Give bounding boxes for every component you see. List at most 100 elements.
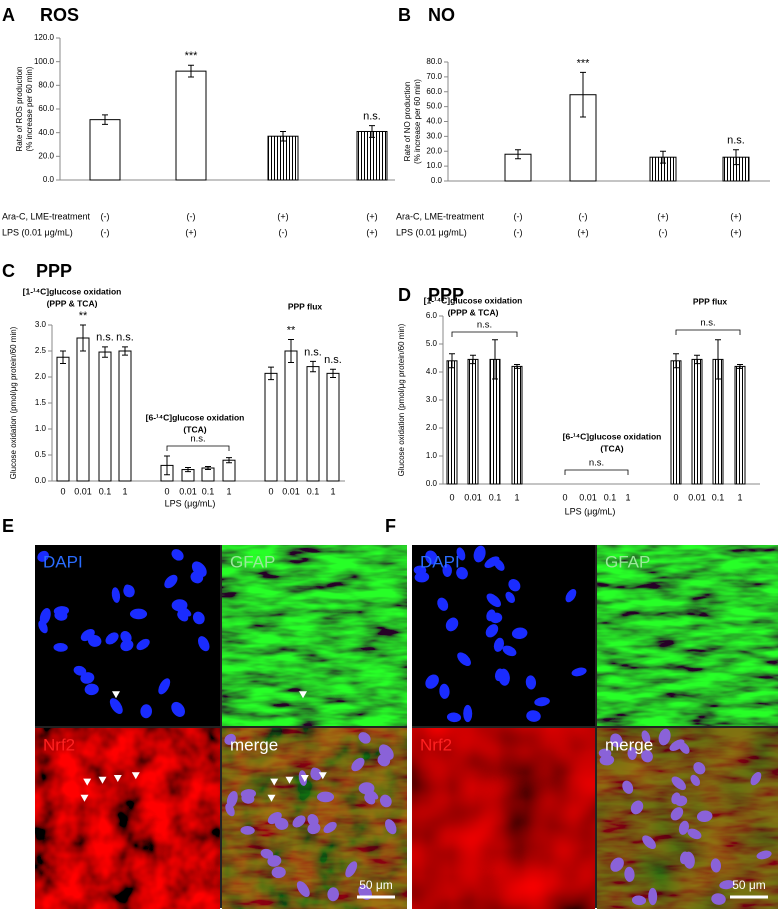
arrowhead (300, 775, 309, 782)
row-value: (+) (185, 227, 196, 237)
error-bar (226, 457, 232, 464)
group-label: [6-¹⁴C]glucose oxidation (146, 412, 245, 422)
x-tick-label: 1 (625, 492, 630, 502)
significance-label: n.s. (324, 354, 342, 366)
nucleus (171, 549, 184, 561)
y-tick-label: 20.0 (426, 146, 442, 155)
nucleus (534, 697, 550, 707)
row-value: (-) (279, 227, 288, 237)
error-bar (60, 350, 66, 364)
y-tick-label: 2.5 (35, 346, 47, 355)
arrowhead (113, 775, 122, 782)
x-axis-label: LPS (μg/mL) (565, 506, 616, 516)
x-tick-label: 1 (226, 486, 231, 496)
nucleus (671, 776, 686, 791)
bracket (166, 445, 230, 451)
arrowhead (80, 794, 89, 802)
nucleus (630, 800, 644, 815)
y-tick-label: 120.0 (34, 33, 55, 42)
error-bar (185, 466, 191, 473)
nucleus (379, 794, 392, 808)
nucleus (241, 793, 255, 804)
row-value: (-) (101, 227, 110, 237)
nucleus (456, 566, 468, 580)
arrowhead (270, 778, 279, 786)
significance-label: *** (577, 57, 591, 69)
channel-label: Nrf2 (420, 735, 452, 754)
error-bar (515, 149, 521, 160)
y-tick-label: 3.0 (426, 395, 438, 404)
nucleus (267, 855, 282, 867)
nucleus (658, 728, 671, 746)
nucleus (84, 683, 99, 696)
group-label: (PPP & TCA) (448, 307, 499, 317)
significance-label: n.s. (363, 110, 381, 122)
nucleus (446, 712, 462, 723)
nucleus (571, 667, 587, 677)
nucleus (610, 857, 624, 872)
arrowhead (112, 691, 120, 699)
nucleus (502, 645, 517, 657)
error-bar (369, 125, 375, 138)
nucleus (750, 771, 762, 786)
nucleus (414, 571, 430, 583)
channel-label: DAPI (43, 552, 83, 571)
row-label: LPS (0.01 μg/mL) (396, 227, 467, 237)
x-tick-label: 0 (60, 486, 65, 496)
y-tick-label: 0.0 (35, 476, 47, 485)
row-value: (+) (366, 211, 377, 221)
nucleus (105, 632, 119, 645)
error-bar (80, 324, 86, 352)
y-tick-label: 70.0 (426, 72, 442, 81)
group-label: [1-¹⁴C]glucose oxidation (424, 295, 523, 305)
arrowhead (98, 776, 107, 784)
significance-label: n.s. (477, 320, 492, 331)
significance-label: *** (185, 50, 199, 62)
nucleus (358, 732, 371, 744)
bar (446, 360, 458, 485)
nucleus (292, 815, 306, 828)
nucleus (511, 627, 528, 640)
row-value: (-) (579, 211, 588, 221)
error-bar (694, 354, 700, 365)
x-tick-label: 0.1 (489, 492, 502, 502)
row-value: (-) (101, 211, 110, 221)
nucleus (610, 733, 623, 748)
error-bar (102, 346, 108, 358)
y-tick-label: 60.0 (426, 87, 442, 96)
nucleus (53, 642, 68, 652)
y-tick-label: 40.0 (38, 128, 54, 137)
bar (670, 360, 682, 485)
error-bar (470, 354, 476, 365)
x-tick-label: 0 (268, 486, 273, 496)
x-tick-label: 0 (164, 486, 169, 496)
bar (76, 337, 90, 482)
error-bar (188, 64, 194, 78)
channel-label: DAPI (420, 552, 460, 571)
bar (222, 459, 236, 482)
row-label: LPS (0.01 μg/mL) (2, 227, 73, 237)
nucleus (327, 887, 339, 902)
nucleus (756, 850, 772, 860)
nucleus (627, 747, 637, 760)
nucleus (505, 591, 515, 603)
nucleus (493, 637, 505, 652)
x-tick-label: 0.01 (688, 492, 706, 502)
significance-label: ** (79, 310, 88, 322)
x-tick-label: 0.1 (712, 492, 725, 502)
row-value: (+) (277, 211, 288, 221)
nucleus (158, 678, 171, 695)
x-tick-label: 0.01 (74, 486, 92, 496)
significance-label: n.s. (96, 332, 114, 344)
bar (56, 356, 70, 482)
nucleus (358, 782, 375, 795)
error-bar (715, 339, 721, 380)
y-axis-label: Glucose oxidation (pmol/μg protein/60 mi… (397, 323, 406, 476)
nucleus (351, 757, 365, 772)
bar (264, 372, 278, 482)
group-label: [6-¹⁴C]glucose oxidation (563, 431, 662, 441)
bar (467, 358, 479, 485)
x-tick-label: 0.01 (579, 492, 597, 502)
bar (734, 365, 746, 485)
y-tick-label: 40.0 (426, 117, 442, 126)
